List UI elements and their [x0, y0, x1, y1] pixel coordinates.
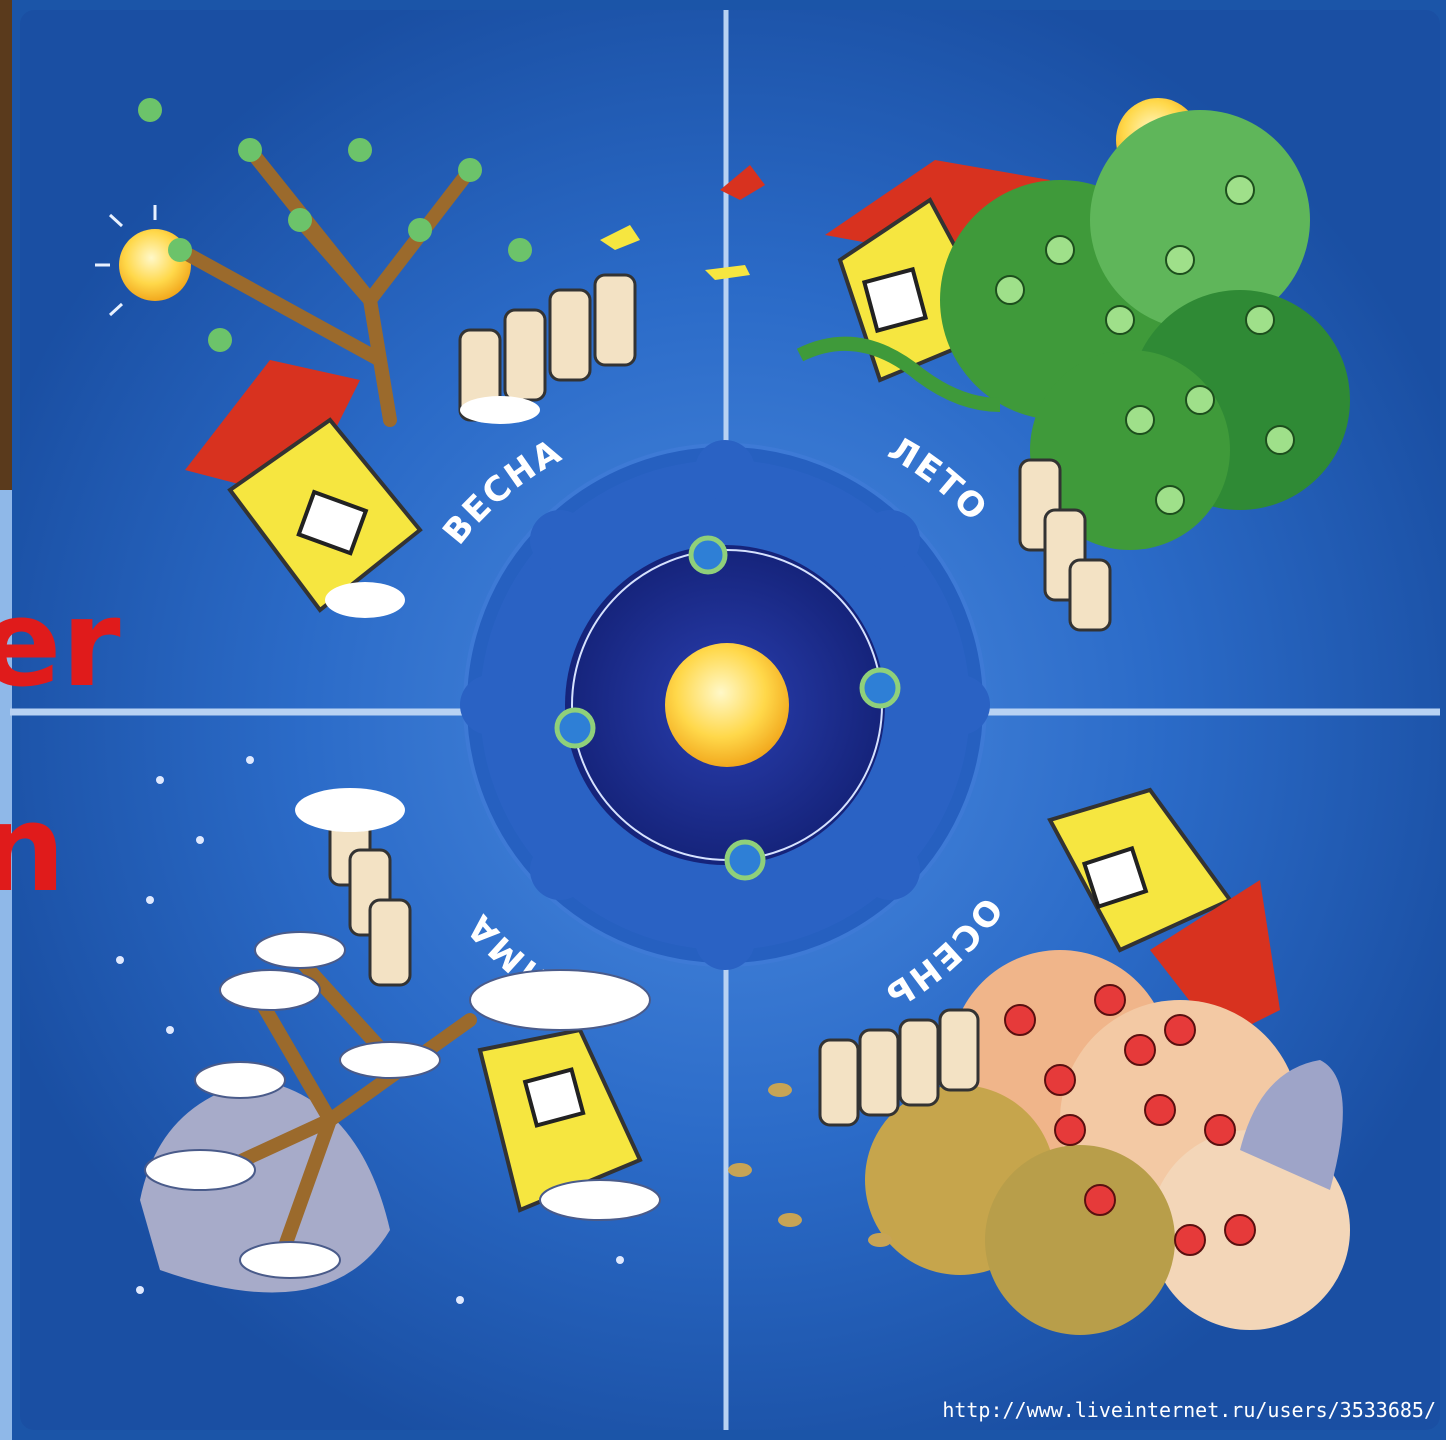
sun-center [665, 643, 789, 767]
summer-scene [796, 98, 1350, 632]
winter-window-icon [522, 1067, 586, 1128]
spring-snow [325, 396, 540, 618]
earth-icon [554, 707, 596, 749]
autumn-cloud [1240, 1060, 1343, 1190]
summer-grass [796, 336, 1001, 412]
butterfly-icon [720, 165, 765, 200]
butterfly-icon [705, 265, 750, 280]
autumn-scene [728, 787, 1350, 1335]
autumn-window-icon [1081, 845, 1149, 910]
left-edge-strip [0, 0, 12, 490]
earth-icon [724, 839, 766, 881]
autumn-apples [1004, 984, 1256, 1256]
winter-tree-trunk [193, 953, 477, 1267]
winter-fence-snow [295, 788, 405, 832]
spring-scene [95, 98, 765, 618]
summer-fence [1018, 458, 1112, 632]
earth-positions [554, 535, 901, 881]
snowflakes [116, 756, 624, 1304]
autumn-roof [1150, 880, 1280, 1040]
left-edge-text-2: n [0, 780, 66, 919]
autumn-fence [818, 1008, 980, 1127]
earth-icon [688, 535, 728, 575]
summer-window-icon [861, 266, 929, 334]
spring-window-icon [296, 489, 369, 556]
butterfly-icon [600, 225, 640, 250]
left-edge-text-1: er [0, 575, 121, 714]
winter-scene [116, 756, 661, 1304]
earth-icon [859, 667, 901, 709]
winter-snow [144, 931, 661, 1279]
summer-pears [995, 175, 1295, 515]
left-edge-strip-light [0, 490, 12, 1440]
falling-leaves [728, 1083, 892, 1247]
watermark-url: http://www.liveinternet.ru/users/3533685… [942, 1398, 1436, 1422]
